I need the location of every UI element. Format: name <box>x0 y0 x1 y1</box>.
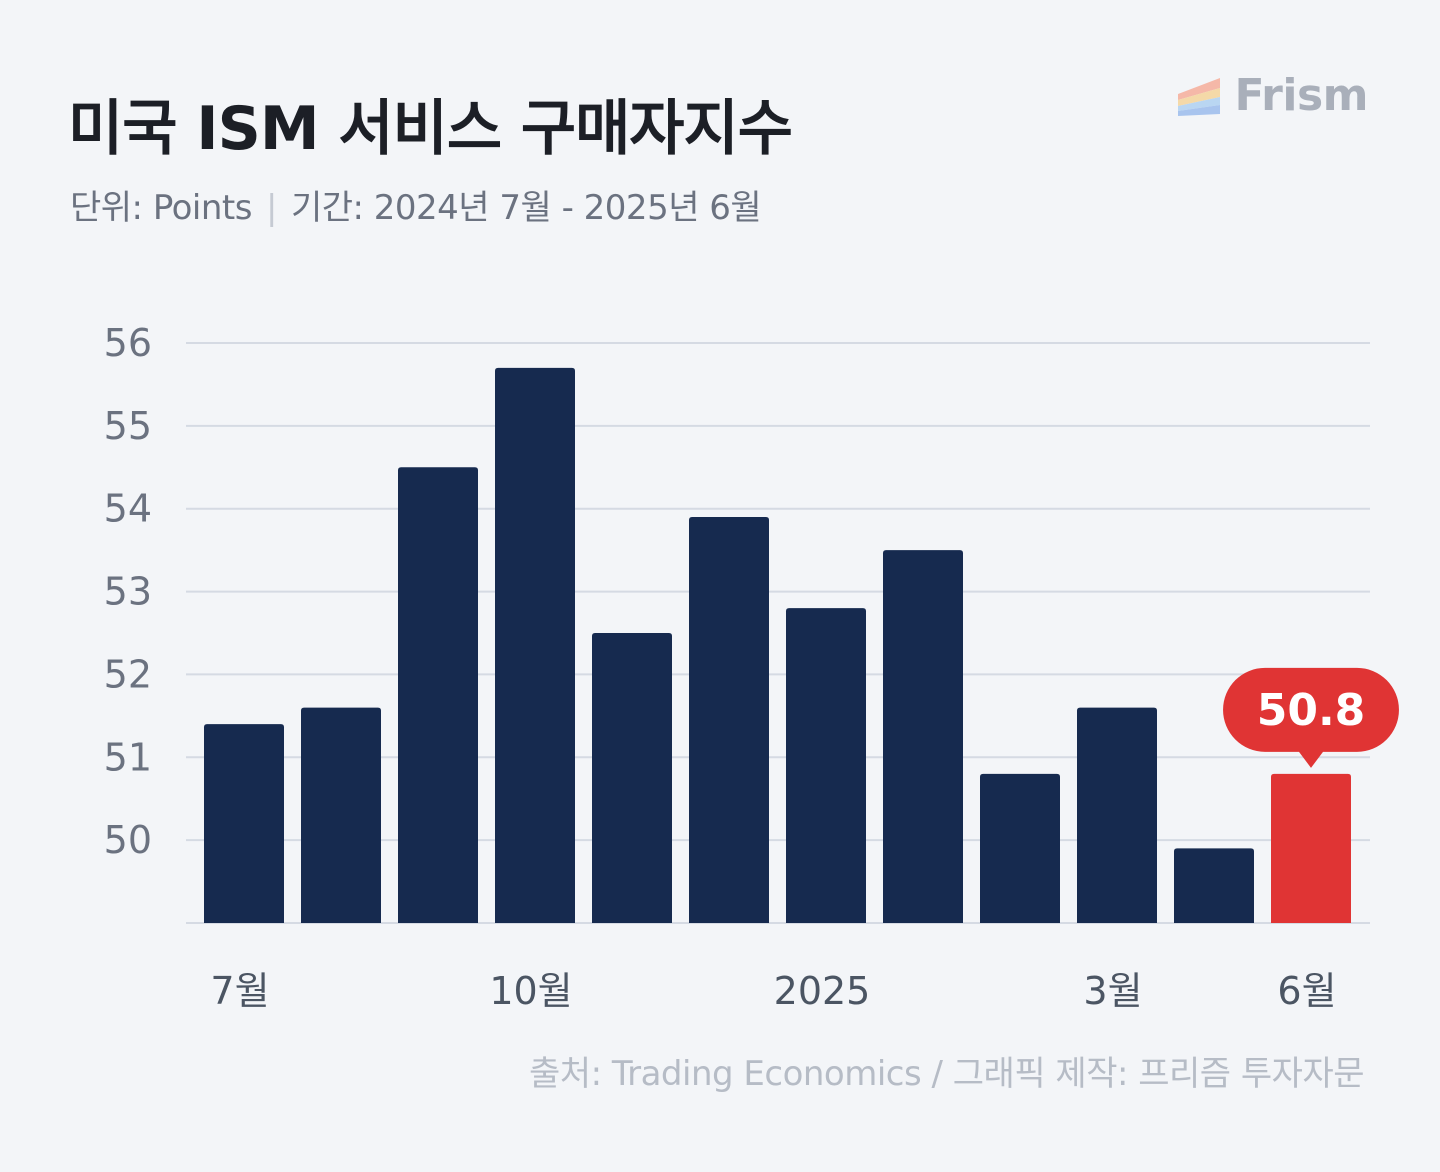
x-tick-label: 7월 <box>210 969 269 1013</box>
unit-label: 단위: Points <box>70 188 252 228</box>
bar <box>204 724 284 923</box>
bar <box>980 773 1060 923</box>
y-tick-label: 51 <box>104 735 152 779</box>
y-tick-label: 54 <box>104 487 152 531</box>
highlight-value-label: 50.8 <box>1257 685 1366 736</box>
bar <box>398 467 478 923</box>
bar <box>301 707 381 923</box>
y-tick-label: 52 <box>104 652 152 696</box>
y-tick-label: 56 <box>104 321 152 365</box>
x-tick-label: 6월 <box>1277 969 1336 1013</box>
brand-name: Frism <box>1234 70 1368 121</box>
bar <box>689 517 769 923</box>
prism-stripes-icon <box>1178 77 1221 116</box>
bar <box>786 608 866 923</box>
y-tick-label: 50 <box>104 818 152 862</box>
brand-logo: Frism <box>1178 70 1368 121</box>
y-tick-label: 53 <box>104 570 152 614</box>
bar <box>495 367 575 923</box>
source-note: 출처: Trading Economics / 그래픽 제작: 프리즘 투자자문 <box>529 1054 1364 1094</box>
y-tick-label: 55 <box>104 404 152 448</box>
bar <box>592 633 672 923</box>
bar <box>883 550 963 923</box>
highlight-callout-bubble <box>1223 667 1399 768</box>
bar <box>1077 707 1157 923</box>
bar-chart: 50 51 52 53 54 55 56 7월 10월 2025 3월 6월 50.8 <box>104 321 1399 1013</box>
bar-highlight <box>1271 773 1351 923</box>
subtitle-separator: | <box>265 188 277 228</box>
page-title: 미국 ISM 서비스 구매자지수 <box>68 94 793 164</box>
x-tick-label: 3월 <box>1083 969 1142 1013</box>
period-label: 기간: 2024년 7월 - 2025년 6월 <box>290 188 762 228</box>
chart-subtitle: 단위: Points | 기간: 2024년 7월 - 2025년 6월 <box>70 180 762 229</box>
x-tick-label: 2025 <box>774 969 871 1013</box>
bar <box>1174 848 1254 923</box>
x-tick-label: 10월 <box>489 969 572 1013</box>
